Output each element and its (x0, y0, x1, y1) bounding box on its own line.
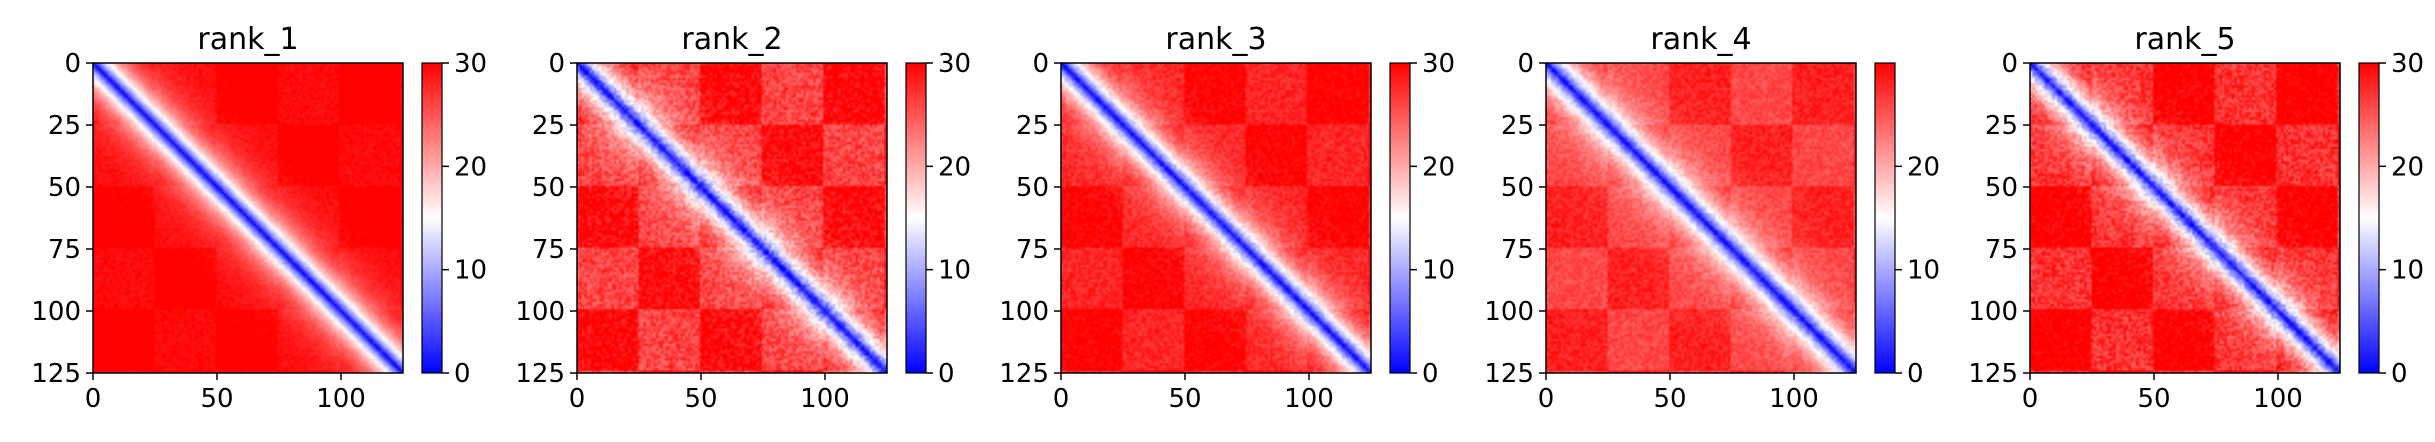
heatmap-image (577, 63, 887, 373)
panel-title: rank_4 (1650, 22, 1751, 57)
y-tick-label: 25 (1985, 111, 2018, 141)
colorbar (2359, 63, 2379, 373)
heatmap-image (1546, 63, 1856, 373)
y-tick-label: 125 (31, 359, 81, 389)
colorbar-frame (1389, 62, 1411, 374)
colorbar (1390, 63, 1410, 373)
x-tick-label: 100 (316, 384, 366, 414)
colorbar-tick-label: 0 (1907, 359, 1924, 389)
x-tick-label: 0 (1053, 384, 1070, 414)
axes-frame (2029, 62, 2341, 374)
panel-title: rank_3 (1165, 22, 1266, 57)
colorbar-frame (1874, 62, 1896, 374)
y-tick-label: 25 (1501, 111, 1534, 141)
x-tick-label: 50 (200, 384, 233, 414)
y-tick-label: 100 (999, 297, 1049, 327)
y-tick-label: 50 (532, 173, 565, 203)
y-tick-label: 75 (1016, 235, 1049, 265)
colorbar-tick-label: 30 (1422, 49, 1455, 79)
colorbar (906, 63, 926, 373)
colorbar-tick-label: 10 (1907, 256, 1940, 286)
y-tick-label: 100 (1484, 297, 1534, 327)
colorbar-tick-label: 10 (454, 256, 487, 286)
heatmap-image (1061, 63, 1371, 373)
x-tick-label: 50 (2137, 384, 2170, 414)
y-tick-label: 125 (515, 359, 565, 389)
y-tick-label: 75 (532, 235, 565, 265)
y-tick-label: 0 (1032, 49, 1049, 79)
colorbar-tick-label: 0 (454, 359, 471, 389)
x-tick-label: 100 (1769, 384, 1819, 414)
colorbar-tick-label: 0 (938, 359, 955, 389)
x-tick-label: 50 (1653, 384, 1686, 414)
colorbar-tick-label: 10 (938, 256, 971, 286)
colorbar-tick-label: 20 (454, 152, 487, 182)
x-tick-label: 0 (1538, 384, 1555, 414)
colorbar-frame (421, 62, 443, 374)
y-tick-label: 0 (548, 49, 565, 79)
y-tick-label: 50 (1985, 173, 2018, 203)
colorbar-tick-label: 30 (2391, 49, 2424, 79)
y-tick-label: 0 (2001, 49, 2018, 79)
colorbar-tick-label: 30 (938, 49, 971, 79)
axes-frame (1545, 62, 1857, 374)
x-tick-label: 100 (800, 384, 850, 414)
y-tick-label: 75 (1501, 235, 1534, 265)
y-tick-label: 0 (64, 49, 81, 79)
panel-title: rank_2 (681, 22, 782, 57)
y-tick-label: 25 (1016, 111, 1049, 141)
colorbar-tick-label: 20 (2391, 152, 2424, 182)
axes-frame (1060, 62, 1372, 374)
y-tick-label: 100 (1968, 297, 2018, 327)
y-tick-label: 25 (48, 111, 81, 141)
y-tick-label: 50 (1501, 173, 1534, 203)
y-tick-label: 125 (999, 359, 1049, 389)
y-tick-label: 75 (48, 235, 81, 265)
y-tick-label: 100 (31, 297, 81, 327)
heatmap-image (93, 63, 403, 373)
x-tick-label: 0 (2022, 384, 2039, 414)
axes-frame (92, 62, 404, 374)
x-tick-label: 100 (2253, 384, 2303, 414)
y-tick-label: 50 (48, 173, 81, 203)
colorbar-tick-label: 20 (1422, 152, 1455, 182)
colorbar-frame (2358, 62, 2380, 374)
y-tick-label: 0 (1517, 49, 1534, 79)
y-tick-label: 25 (532, 111, 565, 141)
heatmap-image (2030, 63, 2340, 373)
colorbar-tick-label: 0 (2391, 359, 2408, 389)
panel-title: rank_5 (2134, 22, 2235, 57)
y-tick-label: 100 (515, 297, 565, 327)
x-tick-label: 50 (1168, 384, 1201, 414)
x-tick-label: 50 (684, 384, 717, 414)
colorbar-tick-label: 20 (938, 152, 971, 182)
colorbar-tick-label: 10 (1422, 256, 1455, 286)
axes-frame (576, 62, 888, 374)
colorbar-tick-label: 30 (454, 49, 487, 79)
colorbar (1875, 63, 1895, 373)
colorbar-tick-label: 10 (2391, 256, 2424, 286)
x-tick-label: 0 (85, 384, 102, 414)
y-tick-label: 75 (1985, 235, 2018, 265)
colorbar-tick-label: 20 (1907, 152, 1940, 182)
x-tick-label: 0 (569, 384, 586, 414)
x-tick-label: 100 (1284, 384, 1334, 414)
panel-title: rank_1 (197, 22, 298, 57)
y-tick-label: 125 (1484, 359, 1534, 389)
colorbar-tick-label: 0 (1422, 359, 1439, 389)
y-tick-label: 50 (1016, 173, 1049, 203)
y-tick-label: 125 (1968, 359, 2018, 389)
colorbar-frame (905, 62, 927, 374)
colorbar (422, 63, 442, 373)
